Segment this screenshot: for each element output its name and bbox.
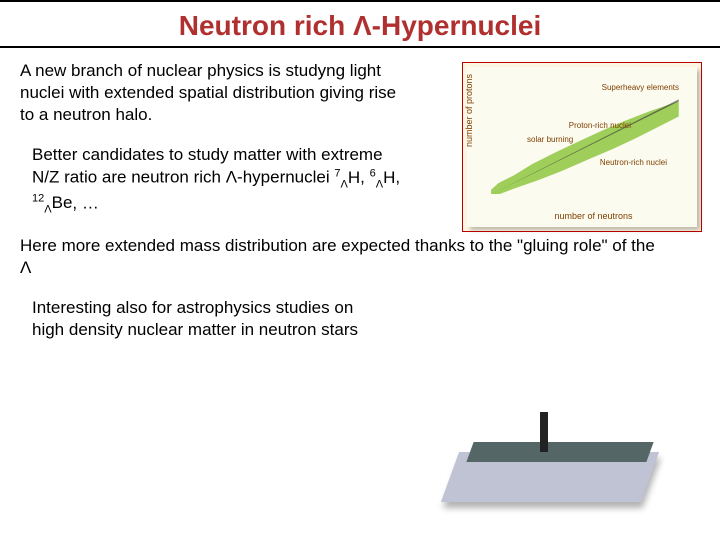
chart-ylabel: number of protons <box>464 74 474 147</box>
label-superheavy: Superheavy elements <box>602 83 679 92</box>
illus-upper <box>466 442 653 462</box>
paragraph-candidates: Better candidates to study matter with e… <box>32 144 402 217</box>
chart-inner: number of protons number of neutrons Sup… <box>467 67 697 227</box>
label-solar: solar burning <box>527 135 573 144</box>
para2-post: , … <box>72 193 98 212</box>
nuclide-3: 12ΛBe <box>32 193 72 212</box>
illus-probe <box>540 412 548 452</box>
para2-pre: Better candidates to study matter with e… <box>32 145 383 187</box>
label-neutron-rich: Neutron-rich nuclei <box>600 158 667 167</box>
paragraph-astro: Interesting also for astrophysics studie… <box>32 297 362 341</box>
page-title: Neutron rich Λ-Hypernuclei <box>0 2 720 48</box>
chart-xlabel: number of neutrons <box>554 211 632 221</box>
nuclide-1: 7ΛH <box>334 168 360 187</box>
paragraph-gluing: Here more extended mass distribution are… <box>20 235 660 279</box>
label-proton-rich: Proton-rich nuclei <box>569 121 631 130</box>
detector-illustration <box>420 382 680 522</box>
paragraph-halo: A new branch of nuclear physics is study… <box>20 60 400 126</box>
chart-plot: Superheavy elements Proton-rich nuclei s… <box>487 73 691 205</box>
nuclide-chart: number of protons number of neutrons Sup… <box>462 62 702 232</box>
nuclide-2: 6ΛH <box>370 168 396 187</box>
